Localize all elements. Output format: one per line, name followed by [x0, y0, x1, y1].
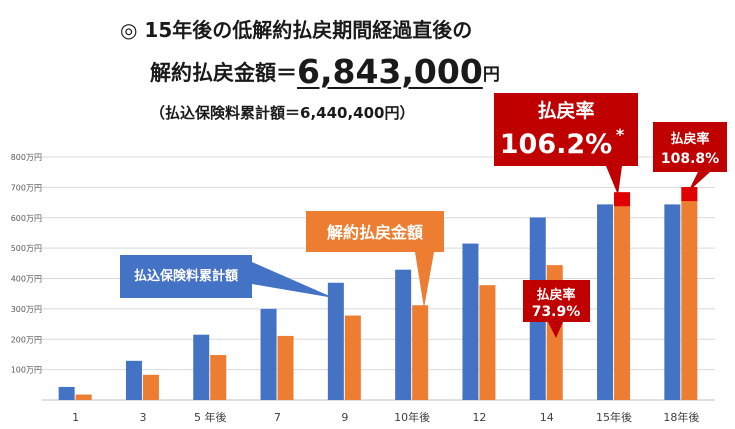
- surrender-amount-unit: 円: [482, 65, 500, 85]
- bar-premium: [193, 334, 210, 400]
- x-tick-label: 1: [72, 411, 79, 424]
- y-tick-label: 600万円: [11, 214, 42, 223]
- bar-premium: [597, 204, 614, 400]
- bar-premium: [260, 308, 277, 400]
- bars: [58, 187, 698, 400]
- bar-premium: [664, 204, 681, 400]
- y-tick-label: 500万円: [11, 244, 42, 253]
- rate-15-value: 106.2%: [500, 129, 612, 160]
- bar-premium: [58, 386, 75, 400]
- x-tick-label: 3: [139, 411, 146, 424]
- bar-surrender: [344, 315, 361, 400]
- title-prefix: 解約払戻金額＝: [150, 61, 297, 85]
- title-line-1: ◎ 15年後の低解約払戻期間経過直後の: [120, 18, 473, 42]
- y-tick-label: 700万円: [11, 183, 42, 192]
- bar-surrender: [681, 187, 698, 400]
- y-axis-ticks: 100万円 200万円 300万円 400万円 500万円 600万円 700万円 800万円: [11, 153, 42, 375]
- rate-18-value: 108.8%: [661, 151, 719, 167]
- rate-15-footnote-mark: *: [616, 125, 625, 144]
- bar-premium: [327, 282, 344, 400]
- surrender-callout-text: 解約払戻金額: [327, 223, 423, 242]
- rate-14-value: 73.9%: [532, 304, 581, 320]
- x-axis-ticks: 1 3 5 年後 7 9 10年後 12 14 15年後 18年後: [72, 410, 699, 424]
- y-tick-label: 100万円: [11, 366, 42, 375]
- bar-surrender: [142, 374, 159, 400]
- rate-18-callout-box: [653, 122, 727, 192]
- title-line-2: 解約払戻金額＝6,843,000円: [150, 52, 735, 91]
- x-tick-label: 9: [341, 411, 348, 424]
- rate-marker: [614, 192, 631, 207]
- x-tick-label: 10年後: [394, 410, 430, 424]
- surrender-callout-box: [306, 211, 444, 308]
- bar-surrender: [75, 394, 92, 400]
- x-tick-label: 15年後: [596, 410, 632, 424]
- x-tick-label: 18年後: [663, 410, 699, 424]
- x-tick-label: 12: [472, 411, 486, 424]
- x-tick-label: 5 年後: [194, 410, 227, 424]
- bar-surrender: [614, 192, 631, 400]
- x-tick-label: 7: [274, 411, 281, 424]
- callouts: 払込保険料累計額 解約払戻金額 払戻率 73.9% 払戻率 106.2% * 払…: [120, 93, 727, 338]
- bar-premium: [125, 360, 142, 400]
- bar-premium: [462, 243, 479, 400]
- x-tick-label: 14: [540, 411, 554, 424]
- bar-surrender: [277, 335, 294, 400]
- bar-surrender: [210, 355, 227, 400]
- y-tick-label: 200万円: [11, 335, 42, 344]
- rate-15-label: 払戻率: [537, 99, 594, 122]
- rate-18-label: 払戻率: [670, 131, 709, 147]
- premium-callout-box: [120, 255, 334, 298]
- rate-marker: [681, 187, 698, 202]
- bar-surrender: [412, 305, 429, 400]
- bar-surrender: [479, 285, 496, 400]
- premium-total-note: （払込保険料累計額＝6,440,400円）: [150, 104, 415, 122]
- bar-premium: [395, 269, 412, 400]
- surrender-amount: 6,843,000: [297, 52, 483, 91]
- premium-callout-text: 払込保険料累計額: [134, 268, 238, 284]
- y-tick-label: 800万円: [11, 153, 42, 162]
- y-tick-label: 300万円: [11, 305, 42, 314]
- y-tick-label: 400万円: [11, 275, 42, 284]
- rate-14-label: 払戻率: [536, 287, 575, 303]
- rate-14-callout-box: [523, 280, 590, 338]
- rate-15-callout-box: [494, 93, 638, 195]
